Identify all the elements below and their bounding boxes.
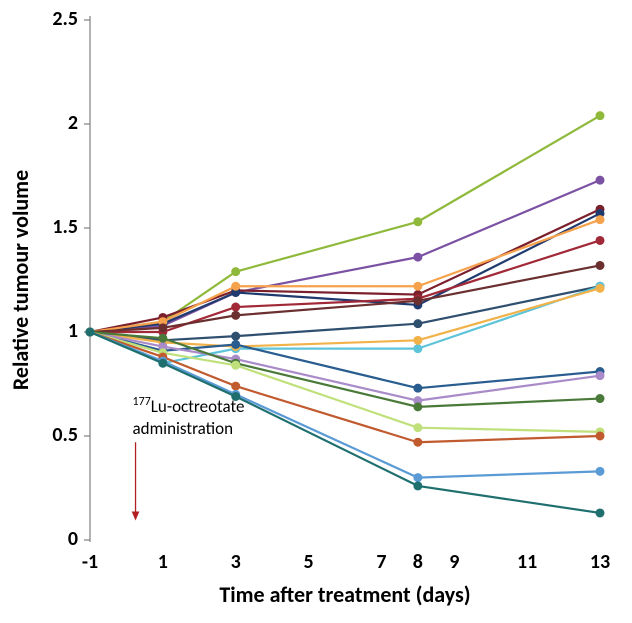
series-marker xyxy=(231,340,240,349)
series-marker xyxy=(413,319,422,328)
series-marker xyxy=(413,282,422,291)
series-marker xyxy=(413,253,422,262)
series-marker xyxy=(231,382,240,391)
y-tick-label: 1.5 xyxy=(52,215,78,239)
series-marker xyxy=(596,284,605,293)
series-marker xyxy=(231,282,240,291)
x-tick-label: 11 xyxy=(517,550,537,574)
y-tick-label: 1 xyxy=(68,319,78,343)
series-marker xyxy=(596,467,605,476)
tumour-volume-chart: 00.511.522.5-11357891113Time after treat… xyxy=(0,0,632,623)
series-marker xyxy=(231,332,240,341)
x-tick-label: 1 xyxy=(158,550,168,574)
series-marker xyxy=(86,328,95,337)
x-axis-label: Time after treatment (days) xyxy=(219,581,470,608)
x-tick-label: 7 xyxy=(376,550,386,574)
series-marker xyxy=(231,311,240,320)
series-marker xyxy=(596,111,605,120)
annotation-line2: administration xyxy=(133,418,233,439)
x-tick-label: 9 xyxy=(449,550,459,574)
series-marker xyxy=(596,432,605,441)
series-marker xyxy=(596,215,605,224)
x-tick-label: 8 xyxy=(413,550,423,574)
series-marker xyxy=(413,438,422,447)
series-marker xyxy=(596,508,605,517)
chart-svg: 00.511.522.5-11357891113Time after treat… xyxy=(0,0,632,623)
series-marker xyxy=(596,236,605,245)
series-marker xyxy=(413,217,422,226)
series-marker xyxy=(413,423,422,432)
series-marker xyxy=(596,394,605,403)
x-tick-label: 5 xyxy=(304,550,314,574)
series-marker xyxy=(413,481,422,490)
series-marker xyxy=(413,296,422,305)
series-marker xyxy=(158,334,167,343)
series-marker xyxy=(413,344,422,353)
series-marker xyxy=(231,267,240,276)
series-marker xyxy=(158,359,167,368)
y-axis-label: Relative tumour volume xyxy=(7,170,34,390)
series-marker xyxy=(158,323,167,332)
series-marker xyxy=(413,402,422,411)
series-marker xyxy=(596,371,605,380)
annotation-line1: 177Lu-octreotate xyxy=(133,395,245,417)
series-marker xyxy=(231,361,240,370)
series-line xyxy=(90,213,600,332)
series-marker xyxy=(413,336,422,345)
x-tick-label: -1 xyxy=(82,550,98,574)
y-tick-label: 2 xyxy=(68,111,78,135)
y-tick-label: 0 xyxy=(68,527,78,551)
series-marker xyxy=(413,473,422,482)
series-marker xyxy=(231,303,240,312)
series-marker xyxy=(596,261,605,270)
y-tick-label: 0.5 xyxy=(52,423,78,447)
y-tick-label: 2.5 xyxy=(52,7,78,31)
series-marker xyxy=(413,384,422,393)
x-tick-label: 13 xyxy=(590,550,610,574)
x-tick-label: 3 xyxy=(231,550,241,574)
series-marker xyxy=(596,176,605,185)
